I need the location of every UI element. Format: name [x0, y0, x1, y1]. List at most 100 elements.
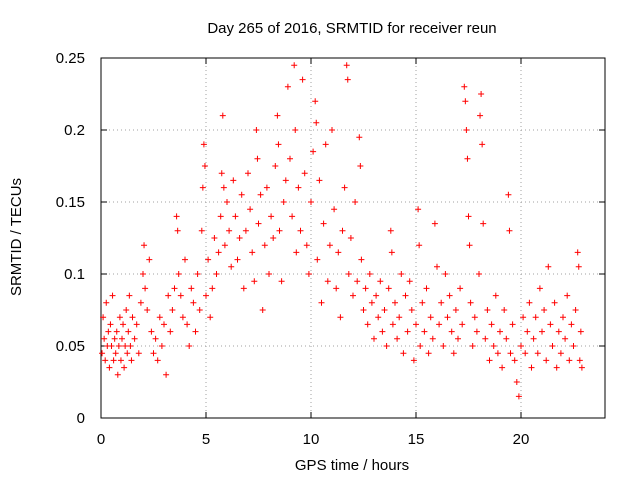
data-point	[368, 299, 375, 306]
data-point	[282, 177, 289, 184]
data-point	[112, 350, 119, 357]
data-point	[289, 213, 296, 220]
data-point	[333, 285, 340, 292]
data-point	[469, 343, 476, 349]
data-point	[406, 278, 413, 285]
data-point	[545, 263, 552, 270]
data-point	[570, 343, 577, 349]
data-point	[387, 227, 394, 234]
data-point	[141, 242, 148, 249]
data-point	[344, 76, 351, 83]
data-point	[194, 271, 201, 277]
data-point	[413, 321, 419, 328]
data-point	[135, 350, 142, 357]
data-point	[522, 350, 529, 357]
data-point	[165, 292, 172, 299]
data-point	[503, 335, 510, 342]
data-point	[169, 307, 176, 313]
data-point	[383, 343, 390, 349]
data-point	[358, 256, 365, 263]
data-point	[492, 292, 499, 299]
data-point	[555, 328, 562, 335]
data-point	[341, 184, 348, 191]
data-point	[200, 141, 207, 148]
data-point	[177, 292, 184, 299]
x-axis-title: GPS time / hours	[295, 457, 409, 474]
data-point	[310, 148, 317, 155]
data-point	[247, 206, 254, 213]
data-point	[156, 314, 163, 321]
y-tick-label: 0.1	[64, 266, 85, 283]
data-point	[190, 299, 197, 306]
data-point	[218, 170, 225, 177]
data-point	[543, 357, 550, 364]
data-point	[442, 271, 449, 277]
data-point	[110, 357, 117, 364]
data-point	[324, 278, 331, 285]
data-point	[120, 321, 127, 328]
data-point	[242, 227, 249, 234]
data-point	[440, 343, 447, 349]
data-point	[530, 335, 537, 342]
data-point	[230, 177, 237, 184]
data-point	[213, 271, 220, 277]
data-point	[152, 335, 159, 342]
data-point	[188, 285, 195, 292]
data-point	[184, 321, 191, 328]
data-point	[576, 357, 583, 364]
data-point	[345, 271, 352, 277]
data-point	[404, 328, 411, 335]
data-point	[553, 364, 560, 371]
data-point	[478, 91, 485, 97]
data-point	[292, 127, 299, 133]
data-point	[536, 285, 543, 292]
data-point	[266, 271, 272, 277]
data-point	[158, 343, 165, 349]
data-point	[375, 314, 382, 321]
data-point	[217, 213, 224, 220]
data-point	[175, 271, 182, 277]
data-point	[551, 299, 558, 306]
data-point	[337, 314, 344, 321]
data-point	[207, 314, 214, 321]
y-tick-label: 0.15	[56, 194, 85, 211]
data-point	[448, 328, 455, 335]
data-point	[240, 285, 247, 292]
data-point	[463, 127, 470, 133]
data-point	[408, 307, 415, 313]
data-point	[201, 163, 208, 169]
data-point	[518, 343, 524, 349]
data-point	[316, 177, 323, 184]
data-point	[515, 393, 522, 400]
data-point	[350, 292, 356, 299]
data-point	[171, 285, 178, 292]
data-point	[476, 271, 482, 277]
y-axis-title: SRMTID / TECUs	[8, 178, 25, 296]
data-point	[198, 227, 205, 234]
data-point	[124, 350, 131, 357]
data-point	[303, 242, 310, 249]
data-point	[238, 191, 245, 198]
data-point	[253, 127, 260, 133]
data-point	[232, 213, 239, 220]
data-point	[220, 184, 227, 191]
data-point	[117, 357, 124, 364]
data-point	[388, 249, 395, 256]
data-point	[320, 220, 327, 227]
data-point	[326, 242, 333, 249]
data-point	[431, 220, 438, 227]
data-point	[455, 335, 461, 342]
data-point	[196, 307, 203, 313]
data-point	[513, 379, 520, 385]
y-tick-label: 0.25	[56, 50, 85, 67]
data-point	[199, 184, 206, 191]
data-point	[299, 76, 306, 83]
chart-title: Day 265 of 2016, SRMTID for receiver reu…	[207, 20, 496, 37]
data-point	[209, 285, 216, 292]
data-point	[362, 285, 369, 292]
plot-frame	[100, 57, 606, 419]
data-point	[560, 314, 566, 321]
data-point	[416, 242, 423, 249]
data-point	[123, 307, 130, 313]
data-point	[257, 191, 264, 198]
